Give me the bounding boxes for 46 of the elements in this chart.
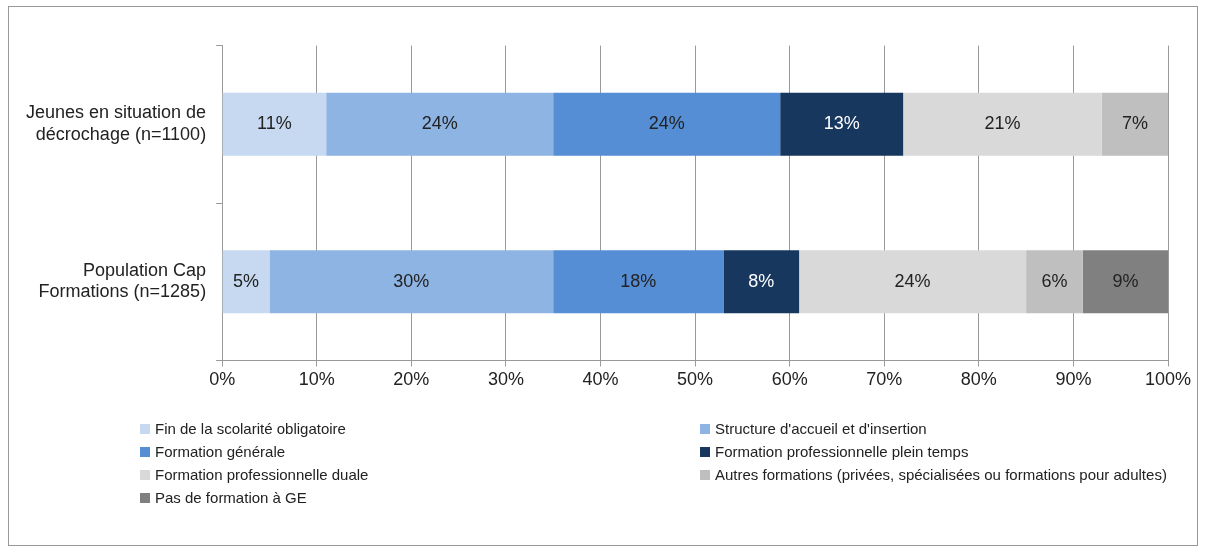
x-tick-label: 100% [1144,369,1192,390]
x-tick-label: 40% [582,369,619,390]
data-label: 21% [984,113,1021,134]
bar [269,250,554,314]
legend-label: Structure d'accueil et d'insertion [715,420,927,437]
data-label: 13% [823,113,860,134]
bar [326,92,554,156]
data-label: 8% [748,270,775,291]
x-tick-label: 80% [960,369,997,390]
bar [1101,92,1168,156]
legend-label: Formation générale [155,443,286,460]
bar [222,92,327,156]
x-tick-label: 90% [1055,369,1092,390]
data-label: 30% [393,270,430,291]
bar [799,250,1027,314]
data-label: 7% [1121,113,1148,134]
x-tick-label: 0% [209,369,236,390]
y-tick-label: Population Cap Formations (n=1285) [38,259,207,302]
bar [723,250,800,314]
data-label: 6% [1041,270,1068,291]
legend-label: Formation professionnelle duale [155,466,369,483]
legend-label: Fin de la scolarité obligatoire [155,420,346,437]
legend-label: Autres formations (privées, spécialisées ou formations pour adultes) [715,466,1167,483]
data-label: 11% [257,113,292,134]
bar [553,92,781,156]
data-label: 24% [421,113,458,134]
x-tick-label: 50% [677,369,714,390]
data-label: 5% [233,270,260,291]
x-tick-label: 20% [393,369,430,390]
x-tick-label: 10% [298,369,335,390]
legend-label: Formation professionnelle plein temps [715,443,969,460]
bar [553,250,724,314]
bar [222,250,270,314]
bar [1026,250,1083,314]
y-tick-label: Jeunes en situation de décrochage (n=1100) [25,102,207,145]
x-tick-label: 60% [771,369,808,390]
legend-label: Pas de formation à GE [155,489,307,506]
bar [1082,250,1168,314]
data-label: 24% [894,270,931,291]
bar [903,92,1102,156]
bar [780,92,904,156]
x-tick-label: 70% [866,369,903,390]
data-label: 18% [620,270,657,291]
data-label: 9% [1112,270,1139,291]
data-label: 24% [648,113,685,134]
x-tick-label: 30% [487,369,524,390]
